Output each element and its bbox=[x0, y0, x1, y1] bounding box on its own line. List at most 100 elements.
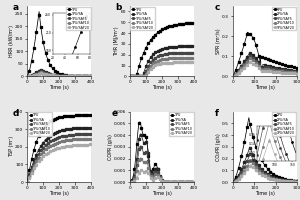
Y-axis label: CO₂PR (g/s): CO₂PR (g/s) bbox=[216, 133, 221, 161]
Text: e: e bbox=[112, 109, 118, 118]
TPU bbox=[78, 75, 82, 77]
TPU/SAF5 bbox=[159, 54, 163, 56]
Legend: TPU, TPU/SA, TPU/SAF5, TPU/SAF10, TPU/SAF20: TPU, TPU/SA, TPU/SAF5, TPU/SAF10, TPU/SA… bbox=[66, 7, 91, 30]
Line: TPU/SAF20: TPU/SAF20 bbox=[232, 163, 298, 183]
TPU/SA bbox=[256, 60, 260, 62]
TPU/SA bbox=[139, 133, 142, 135]
TPU bbox=[64, 74, 67, 77]
TPU/SAF5 bbox=[256, 166, 260, 169]
TPU/SAF20 bbox=[64, 145, 67, 147]
TPU bbox=[60, 73, 64, 76]
Text: b: b bbox=[116, 3, 122, 12]
TPU/SA bbox=[295, 70, 299, 72]
TPU/SA bbox=[181, 45, 184, 47]
TPU bbox=[295, 180, 299, 182]
TPU/SA bbox=[60, 75, 64, 77]
TPU/SA bbox=[159, 176, 162, 178]
TPU/SA bbox=[231, 181, 235, 183]
TPU bbox=[295, 67, 299, 69]
TPU/SA bbox=[89, 126, 93, 129]
TPU/SA bbox=[192, 45, 196, 47]
Line: TPU/SA: TPU/SA bbox=[232, 51, 298, 77]
TPU/SAF5 bbox=[88, 75, 92, 78]
Line: TPU/SAF5: TPU/SAF5 bbox=[129, 145, 195, 183]
TPU/SA bbox=[191, 45, 194, 47]
TPU/SAF20 bbox=[89, 143, 93, 146]
TPU/SAF5 bbox=[128, 181, 132, 183]
TPU/SAF20 bbox=[163, 181, 166, 183]
TPU/SA bbox=[192, 181, 196, 183]
TPU/SAF5 bbox=[272, 67, 275, 70]
TPU bbox=[278, 176, 281, 178]
TPU/SAF20 bbox=[56, 75, 60, 77]
TPU/SAF20 bbox=[192, 61, 196, 64]
TPU/SAF10 bbox=[278, 179, 281, 181]
TPU/SA bbox=[272, 176, 275, 178]
Legend: TPU, TPU/SA, TPU/SAF5, TPU/SAF10, TPU/SAF20: TPU, TPU/SA, TPU/SAF5, TPU/SAF10, TPU/SA… bbox=[130, 7, 155, 30]
Line: TPU/SAF5: TPU/SAF5 bbox=[129, 52, 195, 77]
TPU/SA bbox=[56, 74, 60, 77]
TPU/SAF5 bbox=[159, 178, 163, 180]
TPU/SAF5 bbox=[159, 54, 162, 56]
TPU bbox=[192, 181, 196, 183]
TPU/SAF5 bbox=[191, 181, 194, 183]
Line: TPU/SAF5: TPU/SAF5 bbox=[232, 153, 298, 183]
TPU/SAF5 bbox=[166, 52, 170, 55]
TPU/SAF5 bbox=[238, 173, 242, 175]
TPU bbox=[159, 29, 163, 32]
TPU bbox=[181, 181, 184, 183]
Line: TPU/SA: TPU/SA bbox=[26, 127, 92, 183]
TPU bbox=[278, 62, 281, 65]
TPU/SAF5 bbox=[238, 67, 242, 70]
TPU/SAF20 bbox=[252, 63, 256, 65]
TPU/SAF10 bbox=[295, 72, 299, 74]
TPU/SAF20 bbox=[25, 181, 29, 183]
TPU/SAF5 bbox=[272, 177, 275, 179]
TPU bbox=[256, 152, 260, 154]
TPU/SAF5 bbox=[89, 75, 93, 78]
TPU/SA bbox=[238, 66, 242, 68]
TPU bbox=[56, 72, 59, 74]
TPU/SAF20 bbox=[78, 144, 82, 146]
TPU/SA bbox=[248, 146, 252, 148]
TPU/SAF5 bbox=[40, 70, 43, 72]
TPU bbox=[89, 114, 93, 116]
TPU/SAF10 bbox=[89, 75, 93, 78]
TPU/SAF10 bbox=[88, 75, 92, 78]
TPU/SAF10 bbox=[60, 75, 64, 77]
TPU/SA bbox=[78, 127, 82, 129]
TPU/SAF5 bbox=[64, 135, 67, 137]
TPU/SA bbox=[167, 181, 170, 183]
TPU/SAF5 bbox=[128, 75, 132, 78]
Line: TPU/SAF20: TPU/SAF20 bbox=[129, 169, 195, 183]
TPU/SAF10 bbox=[163, 181, 166, 183]
TPU/SAF5 bbox=[25, 181, 29, 183]
TPU/SAF5 bbox=[56, 137, 59, 139]
Line: TPU/SAF10: TPU/SAF10 bbox=[232, 57, 298, 77]
Text: a: a bbox=[13, 3, 19, 12]
TPU/SA bbox=[252, 55, 256, 57]
TPU/SAF10 bbox=[56, 141, 60, 144]
TPU/SA bbox=[159, 177, 163, 179]
TPU/SAF10 bbox=[139, 157, 142, 159]
TPU/SA bbox=[25, 181, 29, 183]
TPU/SA bbox=[56, 130, 60, 133]
TPU/SA bbox=[238, 170, 242, 173]
X-axis label: Time (s): Time (s) bbox=[152, 85, 172, 90]
TPU/SA bbox=[278, 178, 281, 180]
TPU/SA bbox=[159, 48, 162, 51]
TPU/SAF20 bbox=[278, 71, 281, 73]
TPU/SAF10 bbox=[56, 141, 59, 144]
Legend: TPU, TPU/SA, TPU/SAF5, TPU/SAF10, TPU/SAF20: TPU, TPU/SA, TPU/SAF5, TPU/SAF10, TPU/SA… bbox=[272, 112, 296, 136]
Line: TPU: TPU bbox=[129, 121, 195, 183]
TPU/SAF10 bbox=[128, 75, 132, 78]
Line: TPU/SA: TPU/SA bbox=[129, 45, 195, 77]
TPU/SAF10 bbox=[163, 58, 166, 60]
TPU/SA bbox=[159, 48, 163, 50]
Legend: TPU, TPU/SA, TPU/SAF5, TPU/SAF10, TPU/SAF20: TPU, TPU/SA, TPU/SAF5, TPU/SAF10, TPU/SA… bbox=[272, 7, 296, 30]
TPU/SAF5 bbox=[78, 133, 82, 135]
TPU/SAF20 bbox=[159, 62, 162, 65]
TPU bbox=[159, 177, 162, 179]
TPU/SAF10 bbox=[252, 163, 256, 166]
TPU/SAF20 bbox=[191, 61, 194, 64]
